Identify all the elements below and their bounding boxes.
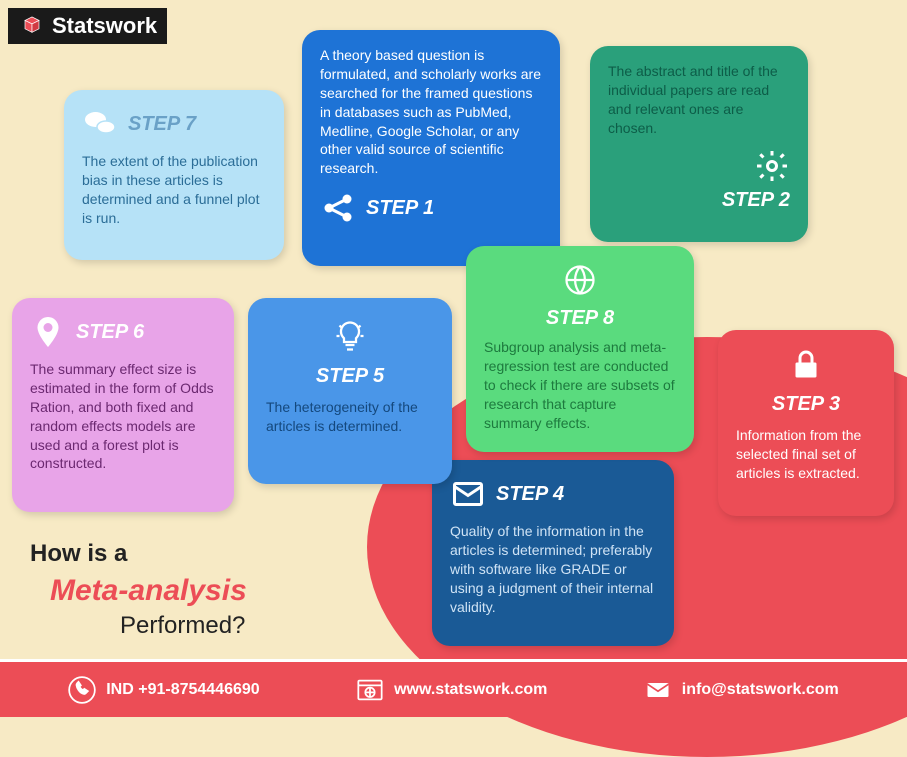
footer-email-text: info@statswork.com [682,681,839,699]
map-pin-icon [30,314,66,350]
step-3-title: STEP 3 [772,393,840,416]
step-3-body: Information from the selected final set … [736,426,876,483]
step-4-card: STEP 4 Quality of the information in the… [432,460,674,646]
step-2-body: The abstract and title of the individual… [608,62,790,138]
step-4-title: STEP 4 [496,483,564,506]
headline: How is a Meta-analysis Performed? [30,540,247,640]
envelope-icon [450,476,486,512]
footer-web-text: www.statswork.com [394,681,547,699]
footer-phone-text: IND +91-8754446690 [106,681,259,699]
step-5-card: STEP 5 The heterogeneity of the articles… [248,298,452,484]
chat-icon [82,106,118,142]
step-5-body: The heterogeneity of the articles is det… [266,398,434,436]
footer-phone: IND +91-8754446690 [68,676,259,704]
step-1-card: A theory based question is formulated, a… [302,30,560,266]
step-1-body: A theory based question is formulated, a… [320,46,542,178]
logo: Statswork [8,8,167,44]
step-5-title: STEP 5 [316,365,384,388]
headline-line2: Meta-analysis [50,574,247,608]
lock-icon [788,346,824,382]
step-4-body: Quality of the information in the articl… [450,522,656,616]
lightbulb-icon [328,314,372,358]
step-6-title: STEP 6 [76,321,144,344]
step-8-title: STEP 8 [546,307,614,330]
footer-web: www.statswork.com [356,676,547,704]
step-2-title: STEP 2 [722,189,790,212]
step-8-card: STEP 8 Subgroup analysis and meta-regres… [466,246,694,452]
logo-text: Statswork [52,13,157,39]
footer: IND +91-8754446690 www.statswork.com inf… [0,659,907,717]
step-6-card: STEP 6 The summary effect size is estima… [12,298,234,512]
browser-icon [356,676,384,704]
mail-icon [644,676,672,704]
cube-icon [18,12,46,40]
share-icon [320,190,356,226]
gear-icon [754,148,790,184]
footer-email: info@statswork.com [644,676,839,704]
step-1-title: STEP 1 [366,197,434,220]
headline-line1: How is a [30,540,247,568]
globe-icon [562,262,598,298]
step-2-card: The abstract and title of the individual… [590,46,808,242]
step-6-body: The summary effect size is estimated in … [30,360,216,473]
headline-line3: Performed? [120,612,247,640]
phone-icon [68,676,96,704]
step-7-body: The extent of the publication bias in th… [82,152,266,228]
step-7-title: STEP 7 [128,113,196,136]
step-3-card: STEP 3 Information from the selected fin… [718,330,894,516]
step-7-card: STEP 7 The extent of the publication bia… [64,90,284,260]
step-8-body: Subgroup analysis and meta-regression te… [484,338,676,432]
